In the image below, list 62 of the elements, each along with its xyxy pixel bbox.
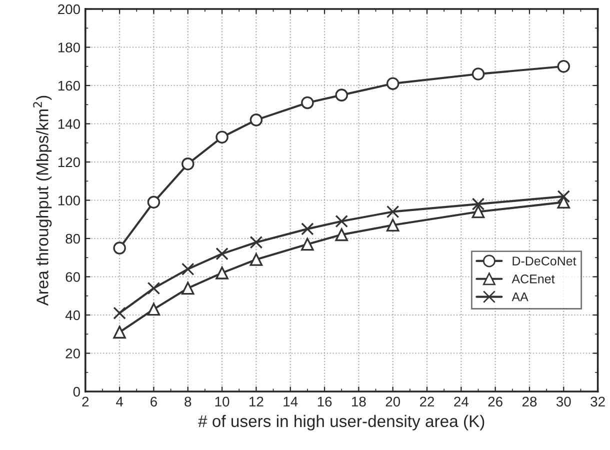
y-tick-label: 80 (66, 234, 80, 244)
x-tick-label: 16 (318, 396, 332, 407)
point (472, 205, 485, 218)
point (250, 236, 263, 249)
x-tick-label: 22 (420, 396, 434, 406)
point (386, 205, 400, 218)
point (335, 88, 348, 102)
y-tick-label: 140 (58, 119, 80, 129)
x-tick-label: 6 (150, 396, 157, 407)
y-tick-label: 0 (73, 386, 80, 397)
point (147, 282, 160, 295)
legend-label: D-DeCoNet (512, 256, 576, 266)
x-tick-label: 14 (284, 396, 298, 406)
y-tick-label: 20 (66, 348, 80, 358)
x-tick-label: 30 (556, 396, 571, 407)
x-tick-label: 24 (454, 396, 468, 406)
point (216, 130, 228, 144)
point (335, 214, 348, 228)
y-tick-label: 160 (58, 80, 80, 91)
y-tick-label: 100 (58, 196, 80, 206)
point (147, 302, 160, 316)
point (472, 68, 485, 80)
point (335, 228, 348, 242)
x-tick-label: 4 (116, 396, 124, 406)
point (557, 190, 570, 203)
point (216, 247, 228, 260)
point (181, 262, 194, 276)
x-tick-label: 28 (522, 396, 537, 407)
point (113, 242, 126, 254)
y-tick-label: 60 (66, 272, 80, 282)
point (113, 306, 126, 320)
y-tick-label: 200 (58, 4, 80, 14)
x-tick-label: 26 (488, 396, 502, 407)
x-tick-label: 2 (82, 396, 89, 406)
x-tick-label: 18 (352, 396, 366, 407)
point (386, 218, 400, 232)
x-tick-label: 12 (250, 396, 264, 406)
point (301, 238, 314, 251)
y-tick-label: 40 (65, 310, 80, 320)
point (216, 266, 228, 280)
x-tick-label: 20 (386, 396, 400, 407)
point (181, 158, 194, 170)
y-axis-title: Area throughput (Mbps/km$^{2}$) (33, 96, 52, 306)
point (557, 60, 570, 73)
y-tick-label: 120 (58, 157, 80, 168)
legend-label: AA (512, 292, 528, 302)
point (301, 222, 314, 236)
point (557, 196, 570, 209)
point (250, 253, 263, 266)
y-tick-label: 180 (58, 42, 80, 52)
point (472, 198, 485, 210)
point (250, 114, 263, 126)
x-tick-label: 10 (215, 396, 230, 407)
x-tick-label: 8 (184, 396, 192, 407)
point (301, 96, 314, 110)
point (181, 282, 194, 295)
point (147, 196, 160, 209)
point (113, 326, 126, 339)
point (386, 77, 400, 90)
x-tick-label: 32 (590, 396, 605, 407)
x-axis-title: # of users in high user-density area (K) (198, 414, 484, 430)
legend-label: ACEnet (512, 274, 555, 284)
